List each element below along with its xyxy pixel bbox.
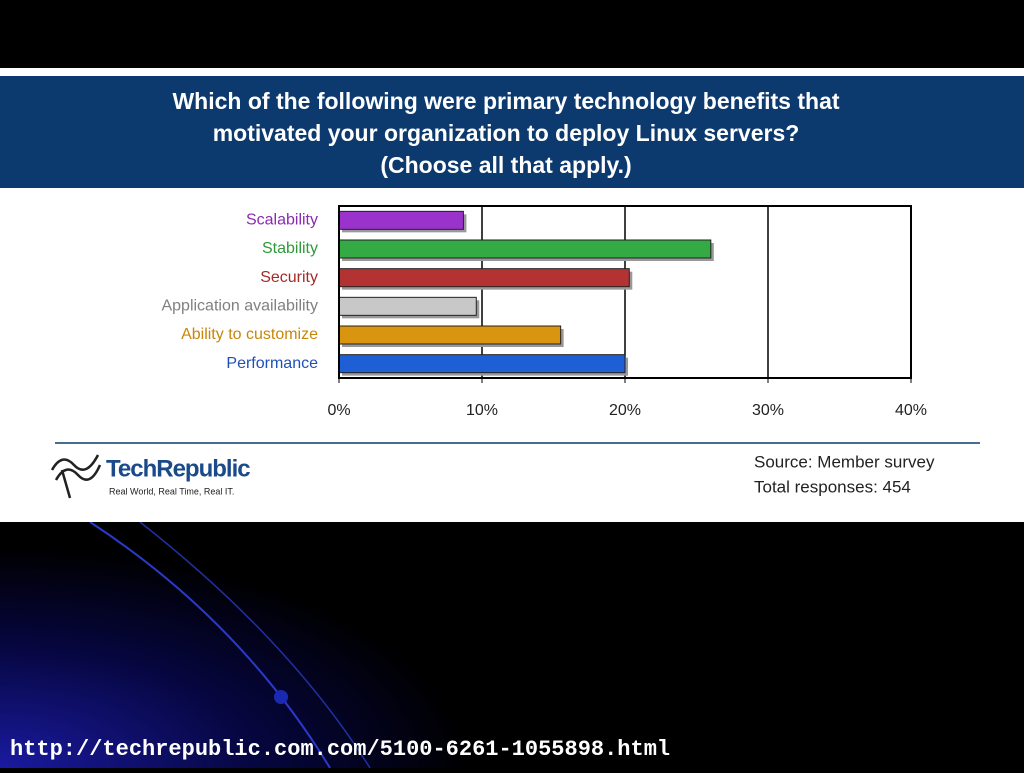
- background-glow: [0, 522, 520, 768]
- y-tick-label: Application availability: [161, 298, 318, 315]
- x-tick-label: 30%: [752, 402, 784, 419]
- chart-title: (Choose all that apply.): [380, 152, 631, 178]
- x-tick-label: 0%: [327, 402, 350, 419]
- bar: [338, 239, 712, 259]
- chart-title: Which of the following were primary tech…: [172, 88, 839, 114]
- y-tick-label: Security: [260, 269, 318, 286]
- chart-title: motivated your organization to deploy Li…: [213, 120, 800, 146]
- bar: [338, 296, 477, 316]
- plot-frame: [338, 205, 912, 379]
- x-tick-label: 10%: [466, 402, 498, 419]
- decor-arc: [139, 521, 371, 769]
- source: Source: Member survey: [754, 452, 935, 471]
- x-tick-label: 40%: [895, 402, 927, 419]
- bar: [338, 210, 464, 230]
- logo-tagline: Real World, Real Time, Real IT.: [109, 486, 234, 496]
- logo-mark: [50, 454, 102, 499]
- y-tick-label: Performance: [226, 355, 318, 372]
- bar: [338, 325, 562, 345]
- bar: [338, 354, 626, 374]
- y-tick-label: Stability: [262, 240, 318, 257]
- x-tick-label: 20%: [609, 402, 641, 419]
- responses: Total responses: 454: [754, 477, 911, 496]
- y-tick-label: Ability to customize: [181, 326, 318, 343]
- y-tick-label: Scalability: [246, 212, 318, 229]
- top-stripe: [0, 68, 1024, 76]
- logo-name: TechRepublic: [106, 455, 250, 482]
- title-banner: [0, 76, 1024, 188]
- decor-dot: [274, 690, 288, 704]
- url: http://techrepublic.com.com/5100-6261-10…: [10, 737, 670, 762]
- decor-arc: [89, 521, 331, 769]
- bar: [338, 268, 630, 288]
